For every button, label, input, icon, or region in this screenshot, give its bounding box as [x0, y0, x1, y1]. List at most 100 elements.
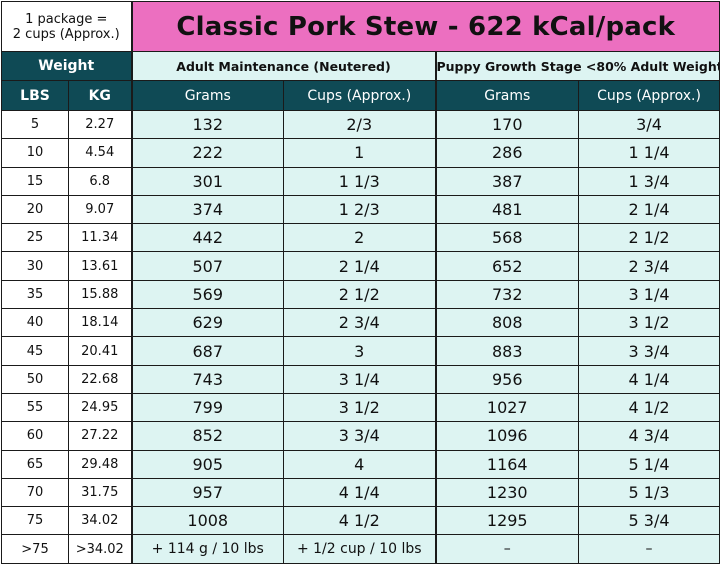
kg-cell: 9.07	[68, 194, 133, 225]
adult-grams-cell: 743	[131, 364, 284, 394]
adult-cups-cell: 3 3/4	[283, 421, 436, 451]
adult-cups-cell: 3 1/4	[283, 364, 436, 394]
adult-cups-cell: 3 1/2	[283, 392, 436, 423]
kg-cell: >34.02	[68, 534, 133, 564]
kg-cell: 11.34	[68, 223, 133, 253]
title-row: 1 package = 2 cups (Approx.) Classic Por…	[1, 1, 720, 52]
kg-cell: 22.68	[68, 364, 133, 394]
package-note-line1: 1 package =	[25, 11, 108, 27]
puppy-cups-cell: 1 3/4	[577, 166, 720, 196]
adult-cups-cell: 4	[283, 449, 436, 479]
lbs-cell: 45	[1, 336, 69, 366]
lbs-cell: 40	[1, 308, 69, 338]
puppy-cups-cell: 3 1/2	[577, 308, 720, 338]
lbs-cell: 25	[1, 223, 69, 253]
package-note-line2: 2 cups (Approx.)	[12, 26, 120, 42]
puppy-cups-cell: 4 1/2	[577, 392, 720, 423]
feeding-table-body: 5 2.27 132 2/3 170 3/4 10 4.54 222 1 286 1 1/4 15 6.8…	[1, 109, 720, 564]
adult-grams-cell: 852	[131, 421, 284, 451]
kg-cell: 18.14	[68, 308, 133, 338]
kg-cell: 27.22	[68, 421, 133, 451]
lbs-cell: 70	[1, 477, 69, 508]
adult-grams-cell: 507	[131, 251, 284, 281]
puppy-grams-cell: 1096	[434, 421, 579, 451]
lbs-cell: 35	[1, 279, 69, 310]
table-row: 40 18.14 629 2 3/4 808 3 1/2	[1, 308, 720, 338]
puppy-growth-header: Puppy Growth Stage <80% Adult Weight	[434, 51, 720, 81]
puppy-grams-cell: 732	[434, 279, 579, 310]
kg-cell: 13.61	[68, 251, 133, 281]
weight-header: Weight	[1, 51, 133, 81]
adult-cups-cell: 3	[283, 336, 436, 366]
table-row: 65 29.48 905 4 1164 5 1/4	[1, 449, 720, 479]
table-row: 60 27.22 852 3 3/4 1096 4 3/4	[1, 421, 720, 451]
adult-grams-cell: 905	[131, 449, 284, 479]
table-row: >75 >34.02 + 114 g / 10 lbs + 1/2 cup / 10 …	[1, 534, 720, 564]
table-row: 35 15.88 569 2 1/2 732 3 1/4	[1, 279, 720, 310]
adult-grams-cell: 132	[131, 109, 284, 140]
puppy-cups-cell: 5 3/4	[577, 506, 720, 536]
lbs-cell: 15	[1, 166, 69, 196]
puppy-grams-header: Grams	[434, 80, 579, 111]
adult-cups-cell: 2 3/4	[283, 308, 436, 338]
adult-grams-cell: 687	[131, 336, 284, 366]
adult-cups-cell: 1 2/3	[283, 194, 436, 225]
adult-cups-cell: 2	[283, 223, 436, 253]
puppy-cups-cell: –	[577, 534, 720, 564]
table-row: 50 22.68 743 3 1/4 956 4 1/4	[1, 364, 720, 394]
adult-grams-cell: 957	[131, 477, 284, 508]
puppy-grams-cell: 1027	[434, 392, 579, 423]
table-row: 15 6.8 301 1 1/3 387 1 3/4	[1, 166, 720, 196]
lbs-header: LBS	[1, 80, 69, 111]
adult-grams-cell: 629	[131, 308, 284, 338]
adult-grams-cell: 222	[131, 138, 284, 168]
recipe-title: Classic Pork Stew - 622 kCal/pack	[130, 1, 720, 52]
puppy-cups-cell: 1 1/4	[577, 138, 720, 168]
puppy-grams-cell: 652	[434, 251, 579, 281]
puppy-cups-cell: 2 1/4	[577, 194, 720, 225]
kg-cell: 6.8	[68, 166, 133, 196]
puppy-grams-cell: –	[434, 534, 579, 564]
puppy-grams-cell: 568	[434, 223, 579, 253]
lbs-cell: 5	[1, 109, 69, 140]
lbs-cell: 20	[1, 194, 69, 225]
table-row: 10 4.54 222 1 286 1 1/4	[1, 138, 720, 168]
puppy-cups-header: Cups (Approx.)	[577, 80, 720, 111]
package-note: 1 package = 2 cups (Approx.)	[1, 1, 133, 52]
puppy-grams-cell: 1295	[434, 506, 579, 536]
adult-grams-cell: 569	[131, 279, 284, 310]
kg-cell: 34.02	[68, 506, 133, 536]
puppy-grams-cell: 956	[434, 364, 579, 394]
kg-header: KG	[68, 80, 133, 111]
lbs-cell: 50	[1, 364, 69, 394]
puppy-grams-cell: 1230	[434, 477, 579, 508]
kg-cell: 29.48	[68, 449, 133, 479]
puppy-grams-cell: 481	[434, 194, 579, 225]
puppy-cups-cell: 4 1/4	[577, 364, 720, 394]
adult-grams-cell: 374	[131, 194, 284, 225]
table-row: 55 24.95 799 3 1/2 1027 4 1/2	[1, 392, 720, 423]
lbs-cell: >75	[1, 534, 69, 564]
puppy-grams-cell: 286	[434, 138, 579, 168]
puppy-grams-cell: 387	[434, 166, 579, 196]
adult-cups-cell: 2 1/4	[283, 251, 436, 281]
puppy-cups-cell: 5 1/3	[577, 477, 720, 508]
group-header-row: Weight Adult Maintenance (Neutered) Pupp…	[1, 51, 720, 81]
adult-cups-cell: 4 1/4	[283, 477, 436, 508]
puppy-cups-cell: 4 3/4	[577, 421, 720, 451]
puppy-grams-cell: 170	[434, 109, 579, 140]
kg-cell: 31.75	[68, 477, 133, 508]
adult-cups-header: Cups (Approx.)	[283, 80, 436, 111]
adult-cups-cell: 1	[283, 138, 436, 168]
adult-grams-cell: 301	[131, 166, 284, 196]
puppy-cups-cell: 3 1/4	[577, 279, 720, 310]
adult-cups-cell: 4 1/2	[283, 506, 436, 536]
adult-cups-cell: 1 1/3	[283, 166, 436, 196]
puppy-cups-cell: 3 3/4	[577, 336, 720, 366]
adult-cups-cell: 2 1/2	[283, 279, 436, 310]
table-row: 75 34.02 1008 4 1/2 1295 5 3/4	[1, 506, 720, 536]
table-row: 70 31.75 957 4 1/4 1230 5 1/3	[1, 477, 720, 508]
lbs-cell: 10	[1, 138, 69, 168]
kg-cell: 2.27	[68, 109, 133, 140]
